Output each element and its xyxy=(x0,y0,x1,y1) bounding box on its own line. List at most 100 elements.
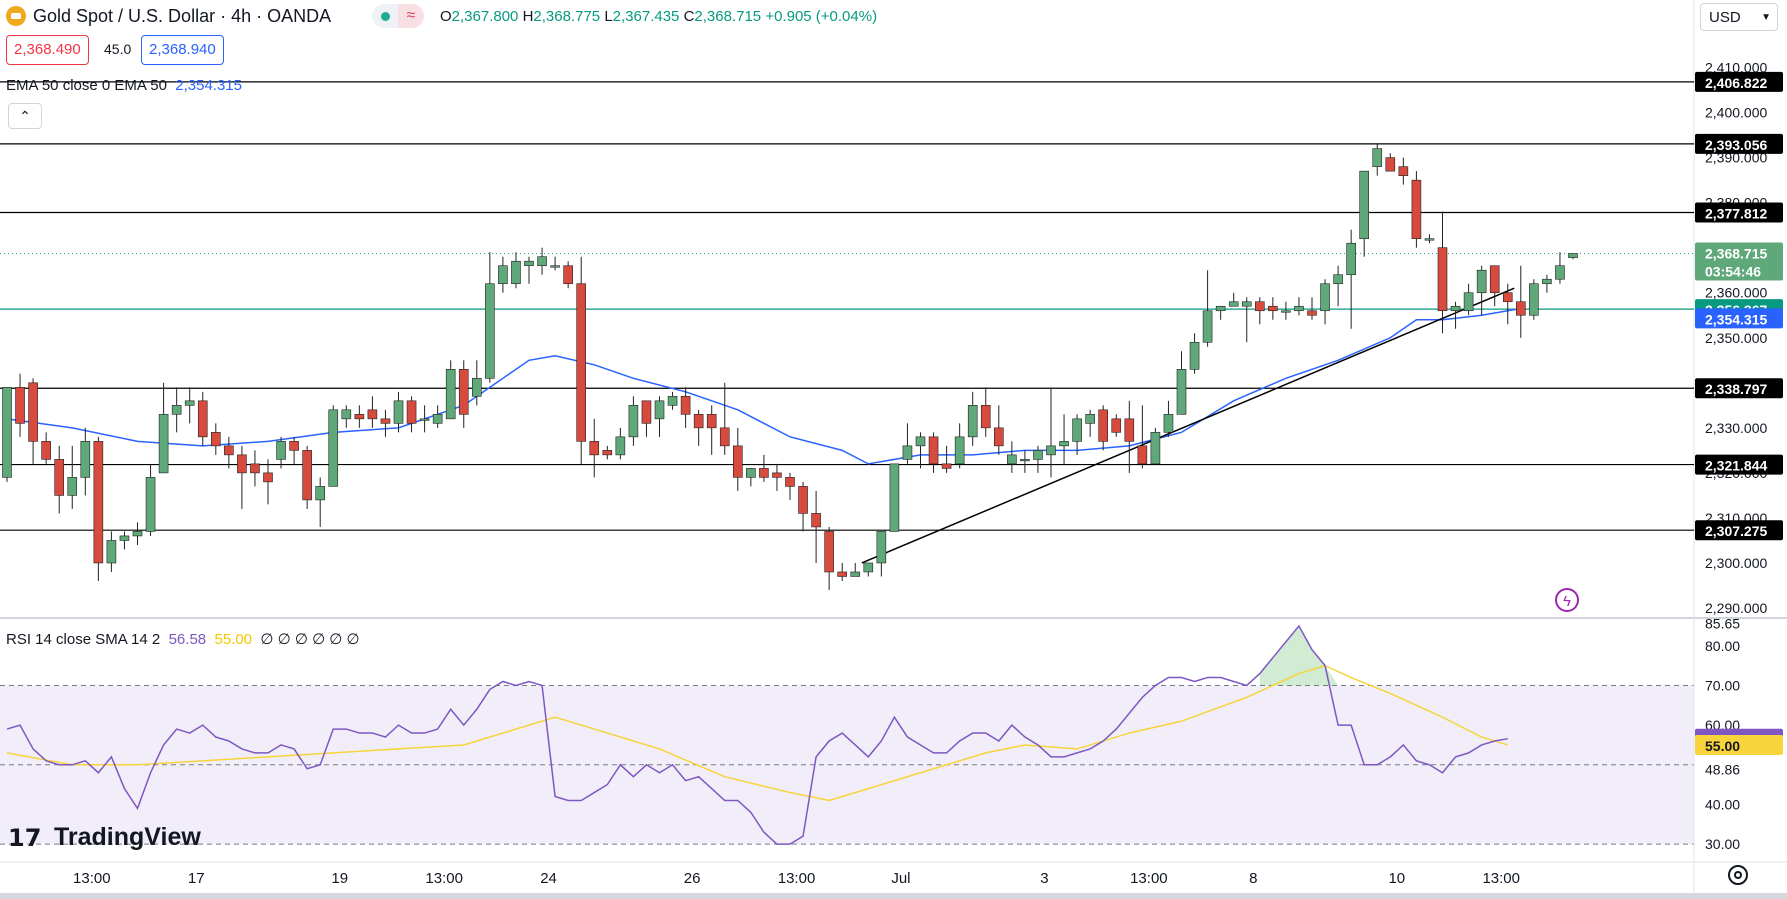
candle-up xyxy=(171,405,182,415)
candle-up xyxy=(485,283,495,379)
candle-up xyxy=(1555,265,1565,280)
candle-up xyxy=(393,400,404,424)
candle-up xyxy=(158,414,169,474)
candle-down xyxy=(93,441,104,564)
buy-price-button[interactable]: 2,368.940 xyxy=(141,35,224,65)
candle-up xyxy=(511,260,521,285)
ema-legend-label: EMA 50 close 0 EMA 50 xyxy=(6,77,167,94)
ema-legend[interactable]: EMA 50 close 0 EMA 50 2,354.315 xyxy=(6,77,242,94)
candle-up xyxy=(445,368,456,420)
candle-up xyxy=(1228,301,1239,307)
candle-up xyxy=(1372,148,1383,167)
candle-up xyxy=(1424,238,1435,241)
candle-down xyxy=(289,441,299,451)
candle-up xyxy=(498,265,508,285)
candle-down xyxy=(211,432,221,447)
high-label: H xyxy=(522,8,534,25)
price-tick-label: 2,300.000 xyxy=(1705,555,1767,571)
rsi-tick-label: 80.00 xyxy=(1705,638,1740,654)
rsi-sma-legend-value: 55.00 xyxy=(214,631,253,648)
data-status-icon[interactable]: ≈ xyxy=(398,4,424,28)
chart-title[interactable]: Gold Spot / U.S. Dollar · 4h · OANDA xyxy=(33,6,332,26)
candle-down xyxy=(354,414,365,420)
rsi-sma-value-label: 55.00 xyxy=(1695,734,1783,755)
candle-up xyxy=(1294,305,1304,312)
last-price-label: 2,368.715 03:54:46 xyxy=(1695,242,1783,281)
collapse-legend-button[interactable]: ⌃ xyxy=(8,103,42,129)
level-label-bg xyxy=(1695,71,1783,92)
candle-up xyxy=(524,260,534,267)
low-value: 2,367.435 xyxy=(612,8,680,25)
tradingview-wordmark: TradingView xyxy=(54,823,201,851)
time-tick-label: 13:00 xyxy=(1130,870,1168,887)
candle-down xyxy=(1516,301,1526,316)
candle-down xyxy=(41,441,51,460)
candle-up xyxy=(1529,283,1539,316)
candle-up xyxy=(615,436,626,456)
candle-down xyxy=(1437,247,1448,312)
candle-up xyxy=(1346,242,1356,276)
time-tick-label: 24 xyxy=(540,870,557,887)
candle-down xyxy=(602,450,613,456)
market-open-dot-icon[interactable] xyxy=(372,4,398,28)
settings-gear-icon[interactable] xyxy=(1728,865,1748,885)
ema50-line xyxy=(6,307,1521,465)
candle-up xyxy=(471,378,482,397)
time-tick-label: 8 xyxy=(1249,870,1257,887)
rsi-legend-value: 56.58 xyxy=(168,631,207,648)
candle-down xyxy=(224,445,234,456)
candle-up xyxy=(902,445,913,460)
candle-down xyxy=(1411,179,1422,239)
candle-up xyxy=(315,486,326,501)
candle-down xyxy=(941,463,952,469)
price-tick-label: 2,410.000 xyxy=(1705,60,1767,76)
ema-price-label-text: 2,354.315 xyxy=(1705,311,1767,327)
candle-up xyxy=(1033,450,1043,460)
candle-up xyxy=(1463,292,1474,312)
bottom-bar xyxy=(0,893,1787,899)
level-label: 2,307.275 xyxy=(1695,520,1783,541)
last-price-label-bg xyxy=(1695,242,1783,281)
candle-up xyxy=(889,463,900,532)
candle-up xyxy=(954,436,965,465)
lightning-icon[interactable]: ϟ xyxy=(1555,588,1579,612)
last-price-label-text: 03:54:46 xyxy=(1705,263,1761,279)
sell-price-button[interactable]: 2,368.490 xyxy=(6,35,89,65)
candle-down xyxy=(732,445,743,478)
level-label: 2,406.822 xyxy=(1695,71,1783,92)
candle-down xyxy=(458,368,469,415)
candle-up xyxy=(537,256,547,267)
candle-up xyxy=(863,562,874,573)
time-tick-label: Jul xyxy=(891,870,910,887)
rsi-overbought-fill xyxy=(1259,625,1339,686)
candle-down xyxy=(693,414,704,429)
price-tick-label: 2,360.000 xyxy=(1705,285,1767,301)
candle-up xyxy=(1215,305,1226,312)
rsi-legend[interactable]: RSI 14 close SMA 14 2 56.58 55.00 ∅ ∅ ∅ … xyxy=(6,630,360,648)
candle-down xyxy=(1124,418,1135,442)
candle-up xyxy=(1189,341,1200,370)
candle-up xyxy=(1046,445,1056,456)
last-price-label-text: 2,368.715 xyxy=(1705,245,1767,261)
candle-up xyxy=(1320,283,1330,312)
currency-select[interactable]: USD ▼ xyxy=(1700,3,1778,31)
price-tick-label: 2,400.000 xyxy=(1705,105,1767,121)
candle-up xyxy=(341,409,352,420)
candle-up xyxy=(145,477,156,532)
time-tick-label: 3 xyxy=(1040,870,1048,887)
trendline xyxy=(861,287,1515,564)
chevron-down-icon: ▼ xyxy=(1761,12,1771,23)
candle-down xyxy=(15,387,25,424)
candle-up xyxy=(80,441,91,478)
candle-down xyxy=(993,427,1004,447)
close-label: C xyxy=(683,8,695,25)
change-value: +0.905 (+0.04%) xyxy=(765,8,878,25)
level-label-bg xyxy=(1695,378,1783,399)
currency-value: USD xyxy=(1709,9,1741,26)
rsi-tick-label: 30.00 xyxy=(1705,836,1740,852)
candle-up xyxy=(1020,459,1030,462)
candle-down xyxy=(811,513,821,528)
level-label: 2,321.844 xyxy=(1695,454,1783,475)
candle-down xyxy=(589,441,600,456)
